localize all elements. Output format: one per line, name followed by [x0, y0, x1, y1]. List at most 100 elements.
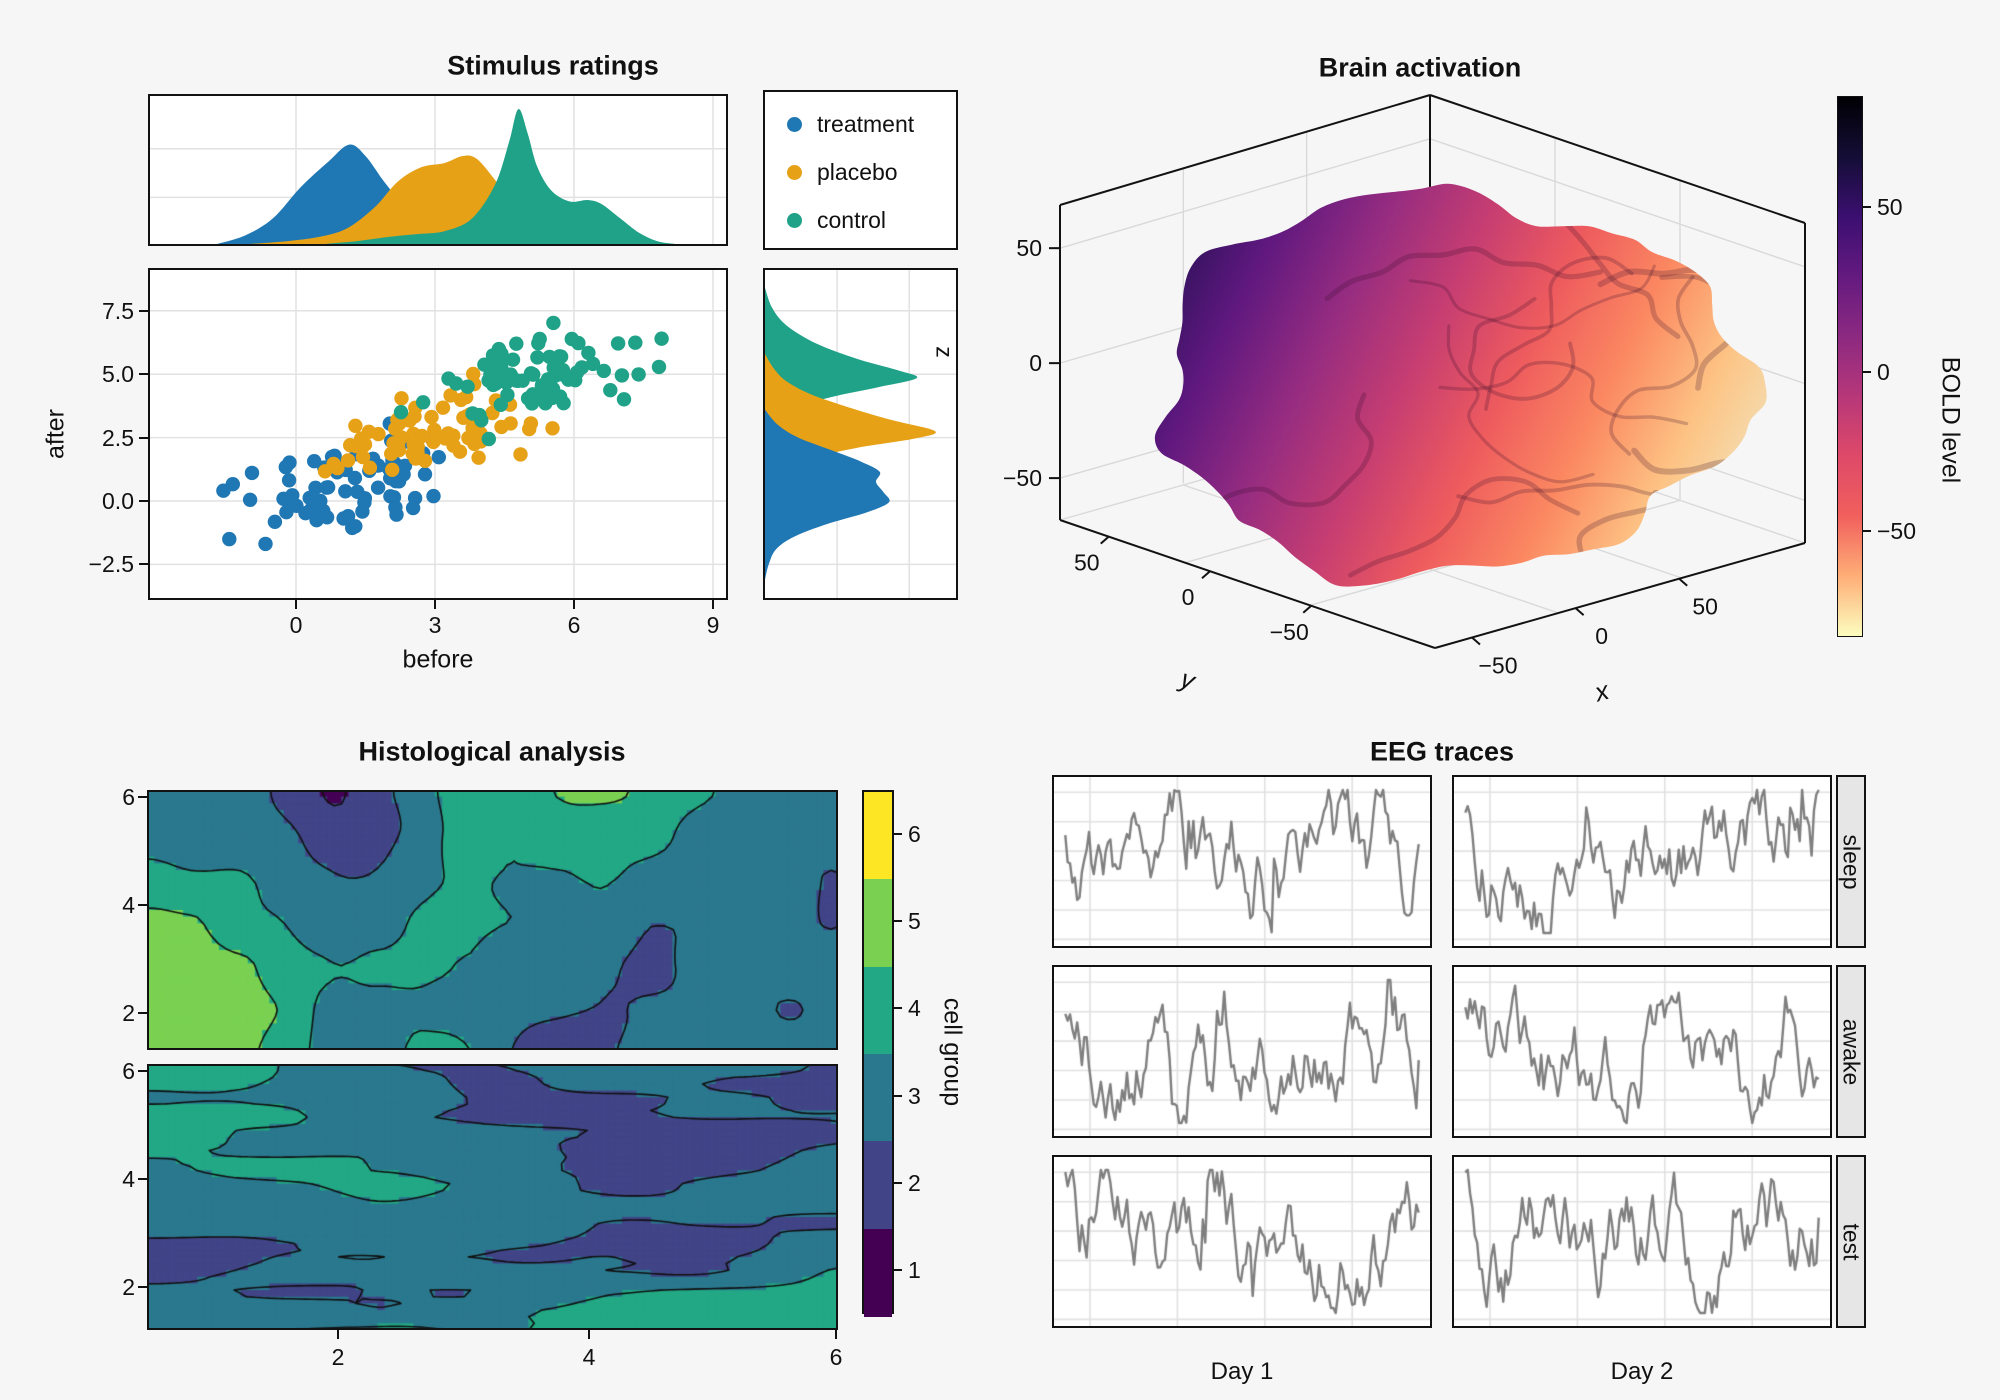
svg-text:−50: −50 — [1003, 465, 1042, 491]
y-tick-label: 5.0 — [102, 361, 134, 388]
contour-plot-top — [147, 790, 838, 1050]
brain-colorbar-tick-label: 50 — [1877, 194, 1903, 220]
eeg-panel-awake-day1 — [1052, 965, 1432, 1138]
contour-y-tick-label: 2 — [122, 1000, 135, 1026]
eeg-title: EEG traces — [1369, 736, 1515, 767]
svg-text:0: 0 — [1595, 623, 1608, 649]
y-tick-label: −2.5 — [88, 551, 134, 578]
histology-colorbar-tick-label: 5 — [908, 908, 921, 934]
y-tick-label: 0.0 — [102, 488, 134, 514]
brain-title: Brain activation — [1318, 52, 1522, 83]
density-curve-top-treatment — [217, 144, 519, 244]
eeg-col-label-day2: Day 2 — [1610, 1358, 1674, 1385]
brain-colorbar-tick-label: −50 — [1877, 518, 1917, 544]
x-tick — [711, 600, 714, 609]
x-tick-label: 9 — [706, 612, 720, 638]
legend-swatch-placebo — [787, 164, 802, 180]
histology-colorbar-tick — [894, 1094, 902, 1097]
brain-colorbar — [1837, 96, 1863, 637]
eeg-strip-label-awake: awake — [1838, 1018, 1865, 1085]
eeg-strip-label-sleep: sleep — [1838, 834, 1865, 889]
brain-colorbar-tick — [1863, 206, 1871, 208]
eeg-panel-sleep-day1 — [1052, 775, 1432, 948]
density-curve-right-control — [765, 287, 918, 463]
colorbar-label-cell-group: cell group — [938, 997, 967, 1107]
histology-colorbar-segment — [864, 792, 892, 880]
y-tick — [139, 373, 148, 376]
contour-y-tick — [138, 1012, 147, 1014]
contour-x-tick-label: 2 — [331, 1344, 345, 1370]
histology-colorbar-segment — [864, 1228, 892, 1317]
eeg-panel-test-day2 — [1452, 1155, 1832, 1328]
y-tick-label: 2.5 — [102, 424, 134, 451]
legend-label: placebo — [817, 158, 898, 185]
brain-colorbar-tick-label: 0 — [1877, 359, 1890, 385]
contour-y-tick-label: 6 — [122, 1058, 135, 1084]
x-axis-label-before: before — [402, 645, 474, 674]
histology-colorbar-tick — [894, 1269, 902, 1272]
histology-colorbar-segment — [864, 879, 892, 968]
histology-colorbar-tick-label: 3 — [908, 1082, 921, 1109]
histology-colorbar-tick-label: 2 — [908, 1170, 921, 1196]
density-curve-right-placebo — [765, 353, 936, 504]
x-tick-label: 3 — [428, 612, 442, 638]
legend-item-treatment: treatment — [787, 110, 915, 137]
histology-colorbar-tick-label: 4 — [908, 995, 921, 1022]
legend-swatch-control — [787, 212, 802, 228]
x-tick — [572, 600, 575, 609]
contour-y-tick-label: 2 — [122, 1274, 135, 1300]
stimulus-title: Stimulus ratings — [447, 50, 659, 81]
axis3d-label-y: y — [1175, 663, 1200, 697]
histology-title: Histological analysis — [358, 736, 626, 767]
x-tick — [295, 600, 297, 609]
contour-y-tick — [138, 904, 147, 906]
histology-colorbar-tick — [894, 1182, 902, 1184]
eeg-strip-sleep: sleep — [1836, 775, 1866, 948]
histology-colorbar-segment — [864, 1054, 892, 1142]
contour-x-tick-label: 4 — [582, 1344, 596, 1370]
histology-colorbar-tick-label: 6 — [908, 820, 921, 847]
y-tick-label: 7.5 — [102, 297, 134, 324]
svg-text:0: 0 — [1182, 584, 1195, 610]
y-axis-label-after: after — [41, 408, 70, 460]
svg-text:50: 50 — [1074, 550, 1100, 576]
brain-colorbar-tick — [1863, 530, 1871, 532]
axis3d-tick-labels: 50 0 −50 50 0 −50 −50 0 50 y x — [1003, 235, 1718, 708]
contour-plot-bottom — [147, 1064, 838, 1330]
legend-item-control: control — [787, 206, 887, 233]
eeg-strip-test: test — [1836, 1155, 1866, 1328]
legend-label: treatment — [817, 110, 915, 137]
y-tick — [139, 436, 148, 439]
svg-text:−50: −50 — [1270, 619, 1309, 645]
eeg-strip-awake: awake — [1836, 965, 1866, 1138]
legend-label: control — [817, 206, 887, 233]
contour-y-tick — [138, 1286, 147, 1288]
eeg-panel-awake-day2 — [1452, 965, 1832, 1138]
histology-colorbar-segment — [864, 966, 892, 1055]
legend-swatch-treatment — [787, 116, 802, 132]
contour-y-tick — [138, 1178, 147, 1180]
x-tick-label: 6 — [567, 612, 581, 638]
y-tick — [139, 563, 148, 566]
brain-surface — [1154, 183, 1767, 587]
eeg-strip-label-test: test — [1838, 1222, 1865, 1261]
density-curve-top-control — [323, 109, 676, 245]
contour-x-tick — [835, 1330, 837, 1339]
eeg-panel-sleep-day2 — [1452, 775, 1832, 948]
eeg-col-label-day1: Day 1 — [1210, 1358, 1274, 1385]
brain-colorbar-tick — [1863, 371, 1871, 373]
svg-text:0: 0 — [1029, 350, 1042, 376]
marginal-axis-label-z: z — [931, 346, 958, 358]
contour-x-tick — [337, 1330, 339, 1339]
scatter-points-control — [393, 315, 669, 447]
axis3d-ticks — [1049, 247, 1688, 646]
svg-text:−50: −50 — [1478, 653, 1517, 679]
y-tick — [139, 309, 148, 312]
contour-y-tick-label: 6 — [122, 784, 135, 810]
axis3d-box-edges — [1059, 94, 1806, 649]
contour-y-tick-label: 4 — [122, 1166, 135, 1192]
contour-y-tick-label: 4 — [122, 892, 135, 918]
x-tick — [433, 600, 436, 609]
